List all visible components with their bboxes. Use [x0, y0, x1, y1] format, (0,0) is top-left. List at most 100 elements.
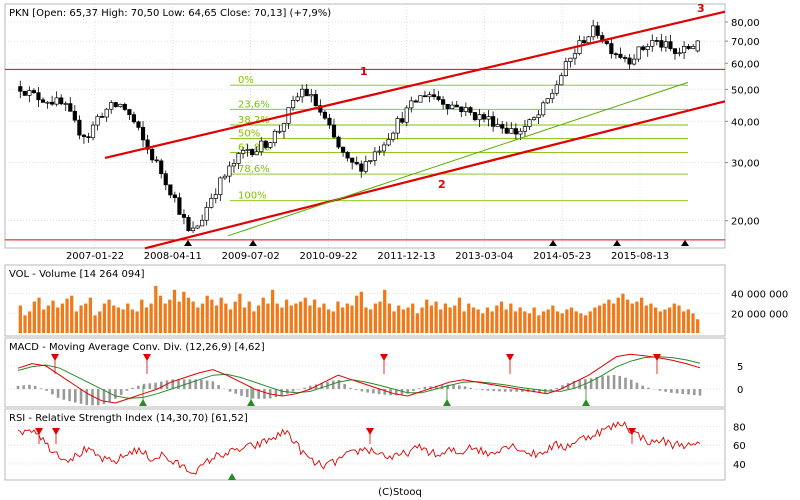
fib-level-label: 61,8%: [238, 142, 270, 153]
volume-bar: [294, 303, 298, 333]
lower-trendline: [144, 100, 726, 250]
macd-histogram-bar: [91, 389, 94, 406]
candle-body: [227, 165, 232, 177]
macd-histogram-bar: [349, 387, 352, 390]
volume-bar: [490, 311, 494, 333]
macd-sell-marker: [653, 354, 661, 361]
date-marker: [184, 240, 192, 246]
volume-bar: [406, 307, 410, 333]
candle-body: [604, 40, 609, 44]
candle: [450, 101, 455, 110]
candle: [686, 43, 691, 51]
candle: [200, 214, 205, 227]
candle-body: [54, 97, 59, 105]
price-title: PKN [Open: 65,37 High: 70,50 Low: 64,65 …: [9, 8, 331, 19]
macd-buy-marker: [139, 399, 147, 406]
candle-body: [341, 146, 346, 153]
volume-bar: [579, 313, 583, 333]
volume-bar: [327, 309, 331, 333]
macd-histogram-bar: [194, 379, 197, 390]
macd-histogram-bar: [412, 389, 415, 391]
macd-histogram-bar: [629, 379, 633, 390]
candle-body: [331, 124, 337, 138]
macd-histogram-bar: [22, 385, 26, 390]
candle: [618, 47, 623, 60]
candle: [409, 96, 414, 113]
macd-sell-marker: [380, 354, 388, 361]
candle: [45, 101, 50, 109]
candle-body: [45, 101, 50, 104]
candle: [313, 89, 318, 107]
candle: [672, 48, 678, 60]
candle: [595, 21, 600, 39]
candle-body: [672, 48, 678, 54]
volume-bar: [51, 300, 55, 333]
candle: [500, 121, 505, 134]
volume-bar: [649, 303, 653, 333]
rsi-panel-frame: [4, 408, 726, 481]
volume-bar: [102, 303, 107, 333]
candle-body: [136, 121, 141, 128]
green-trendline: [227, 81, 689, 237]
macd-histogram-bar: [16, 385, 20, 390]
candle-body: [18, 86, 23, 92]
candle: [445, 103, 450, 115]
volume-bar: [88, 297, 93, 333]
candle: [613, 52, 618, 59]
macd-histogram-bar: [457, 385, 461, 390]
candle-body: [572, 53, 578, 59]
volume-bar: [121, 309, 125, 333]
candle: [477, 109, 482, 127]
macd-y-grid: [5, 365, 725, 390]
volume-bar: [23, 315, 27, 333]
rsi-signal-markers: [35, 428, 636, 480]
candle-body: [22, 90, 27, 96]
candle-body: [522, 126, 528, 132]
macd-histogram-bar: [137, 385, 140, 390]
volume-bar: [420, 307, 424, 333]
macd-histogram-bar: [394, 389, 398, 396]
candle-body: [581, 40, 587, 44]
candle: [195, 225, 200, 229]
volume-bar: [541, 311, 546, 333]
volume-bar: [546, 309, 550, 333]
candle-body: [454, 104, 459, 108]
candle: [513, 123, 518, 141]
candle: [68, 97, 73, 112]
candle: [131, 111, 137, 124]
rsi-overbought-marker: [366, 428, 374, 435]
candle-body: [31, 90, 36, 93]
candle: [204, 201, 209, 226]
candle: [168, 184, 173, 199]
candle: [222, 173, 227, 181]
macd-histogram-bar: [509, 389, 513, 392]
volume-bar: [625, 299, 630, 333]
volume-bar: [644, 305, 648, 333]
candle: [190, 221, 196, 234]
macd-histogram-bar: [148, 383, 152, 390]
candle: [391, 131, 396, 143]
macd-histogram-bar: [572, 380, 576, 390]
candle-body: [109, 102, 114, 110]
trendline-label: 3: [697, 2, 705, 15]
volume-bar: [177, 301, 181, 333]
macd-histogram-bar: [79, 389, 83, 404]
candle-body: [486, 116, 491, 120]
candle-body: [659, 40, 664, 48]
volume-bar: [527, 313, 532, 333]
candle-body: [618, 53, 623, 58]
candle-body: [200, 219, 205, 227]
macd-histogram-bar: [578, 379, 581, 390]
volume-bar: [341, 307, 345, 333]
date-marker: [249, 240, 257, 246]
candle: [331, 118, 337, 139]
volume-bar: [411, 303, 415, 333]
volume-bar: [224, 303, 228, 333]
candle: [122, 102, 127, 112]
volume-bar: [443, 303, 448, 333]
volume-bar: [247, 301, 251, 333]
volume-y-tick-labels: 20 000 000 40 000 000: [731, 290, 788, 321]
candle: [682, 41, 687, 59]
macd-title: MACD - Moving Average Conv. Div. (12,26,…: [9, 342, 265, 353]
candle: [213, 188, 218, 204]
